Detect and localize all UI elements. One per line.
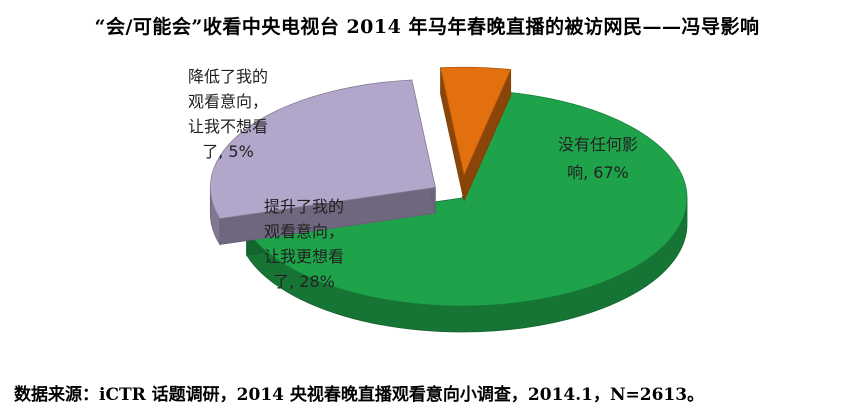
source-note: 数据来源：iCTR 话题调研，2014 央视春晚直播观看意向小调查，2014.1…: [14, 385, 705, 405]
pie-slice-2: [209, 79, 436, 246]
slice-label-1: 没有任何影响, 67%: [558, 135, 638, 182]
pie-slice-3: [439, 66, 512, 202]
chart-title: “会/可能会”收看中央电视台 2014 年马年春晚直播的被访网民——冯导影响: [94, 16, 760, 38]
slice-label-3: 降低了我的观看意向，让我不想看了, 5%: [188, 67, 268, 161]
slice-label-2: 提升了我的观看意向，让我更想看了, 28%: [264, 197, 344, 291]
pie-slice-1: [245, 91, 688, 333]
